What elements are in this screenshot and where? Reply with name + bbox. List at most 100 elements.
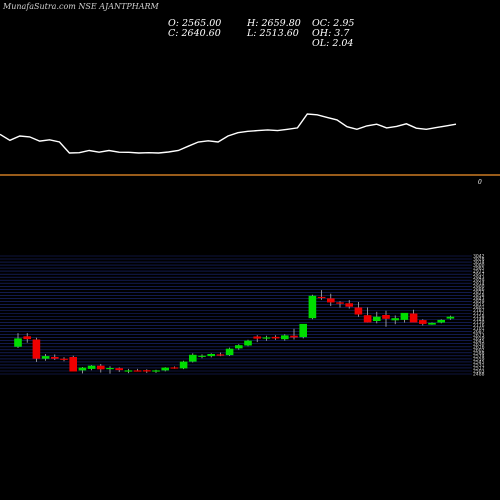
y-tick-label: 2801 <box>473 305 485 311</box>
y-tick-label: 3014 <box>473 260 485 266</box>
y-tick-label: 2588 <box>473 350 485 356</box>
candle-down <box>97 365 105 370</box>
y-tick-label: 2843 <box>473 296 485 302</box>
y-tick-label: 2886 <box>473 287 485 293</box>
y-tick-label: 2985 <box>473 266 485 272</box>
oc-value: OC: 2.95 <box>312 18 355 29</box>
candlestick-series <box>14 290 455 374</box>
y-tick-label: 2758 <box>473 314 485 320</box>
candle-down <box>170 367 179 369</box>
candle-up <box>152 370 160 372</box>
candle-down <box>23 336 31 340</box>
candle-down <box>345 303 353 307</box>
ol-value: OL: 2.04 <box>312 38 354 49</box>
y-tick-label: 2559 <box>473 357 485 363</box>
watermark: MunafaSutra.com NSE AJANTPHARM <box>3 2 159 11</box>
candle-up <box>198 355 206 357</box>
y-tick-label: 2659 <box>473 335 485 341</box>
y-tick-label: 2744 <box>473 317 485 323</box>
y-tick-label: 3042 <box>473 254 485 260</box>
y-tick-label: 2630 <box>473 341 485 347</box>
candle-down <box>253 336 261 339</box>
candle-up <box>78 367 87 371</box>
y-tick-label: 2900 <box>473 284 485 290</box>
candle-down <box>216 354 225 356</box>
right-marker: 0 <box>478 179 482 186</box>
candle-down <box>115 368 123 371</box>
y-tick-label: 2517 <box>473 366 485 372</box>
y-tick-label: 2616 <box>473 344 485 350</box>
candle-down <box>336 302 344 304</box>
candle-up <box>235 345 243 349</box>
y-tick-label: 2531 <box>473 363 485 369</box>
candle-up <box>124 370 133 372</box>
candle-down <box>327 298 335 303</box>
candle-up <box>179 361 188 369</box>
candle-up <box>244 340 252 346</box>
candle-down <box>419 320 427 324</box>
y-tick-label: 2602 <box>473 347 485 353</box>
candle-down <box>382 315 390 319</box>
y-tick-label: 3028 <box>473 257 485 263</box>
y-tick-label: 2971 <box>473 269 485 275</box>
candle-up <box>41 356 50 359</box>
candle-up <box>428 322 436 325</box>
y-tick-label: 2914 <box>473 281 485 287</box>
y-tick-label: 2815 <box>473 302 485 308</box>
y-tick-label: 2687 <box>473 329 485 335</box>
candle-down <box>60 358 68 360</box>
candle-up <box>14 338 22 347</box>
y-tick-label: 2943 <box>473 275 485 281</box>
candle-up <box>262 337 271 339</box>
candle-up <box>225 348 234 356</box>
candle-up <box>207 354 215 357</box>
y-tick-label: 2772 <box>473 311 485 317</box>
candle-up <box>446 316 455 319</box>
candle-down <box>133 370 142 372</box>
price-grid <box>0 255 472 375</box>
candle-up <box>87 365 96 369</box>
y-tick-label: 2957 <box>473 272 485 278</box>
trend-line <box>0 113 457 154</box>
candle-up <box>437 319 445 323</box>
candle-down <box>354 307 363 315</box>
candle-up <box>391 318 399 321</box>
y-tick-label: 2673 <box>473 332 485 338</box>
candle-up <box>189 354 197 362</box>
high-value: H: 2659.80 <box>247 18 301 29</box>
candle-down <box>317 296 326 299</box>
candle-up <box>106 368 114 370</box>
y-tick-label: 2929 <box>473 278 485 284</box>
candle-up <box>161 367 169 371</box>
y-tick-label: 2645 <box>473 338 485 344</box>
candle-up <box>281 335 289 340</box>
price-axis: 3042302830143000298529712957294329292914… <box>473 254 485 378</box>
candle-down <box>51 357 59 359</box>
y-tick-label: 2829 <box>473 299 485 305</box>
y-tick-label: 3000 <box>473 263 485 269</box>
candle-down <box>271 336 280 339</box>
candle-down <box>143 370 151 372</box>
y-tick-label: 2503 <box>473 369 485 375</box>
y-tick-label: 2730 <box>473 320 485 326</box>
candle-down <box>363 315 372 323</box>
y-tick-label: 2716 <box>473 323 485 329</box>
y-tick-label: 2858 <box>473 293 485 299</box>
candle-down <box>32 339 41 359</box>
y-tick-label: 2701 <box>473 326 485 332</box>
low-value: L: 2513.60 <box>247 28 299 39</box>
candle-up <box>308 295 317 319</box>
candle-up <box>299 323 307 338</box>
y-tick-label: 2488 <box>473 372 485 378</box>
candle-up <box>400 312 409 320</box>
y-tick-label: 2872 <box>473 290 485 296</box>
candle-down <box>409 313 418 323</box>
oh-value: OH: 3.7 <box>312 28 350 39</box>
open-value: O: 2565.00 <box>168 18 222 29</box>
candle-down <box>69 357 77 372</box>
y-tick-label: 2787 <box>473 308 485 314</box>
close-value: C: 2640.60 <box>168 28 221 39</box>
y-tick-label: 2545 <box>473 360 485 366</box>
